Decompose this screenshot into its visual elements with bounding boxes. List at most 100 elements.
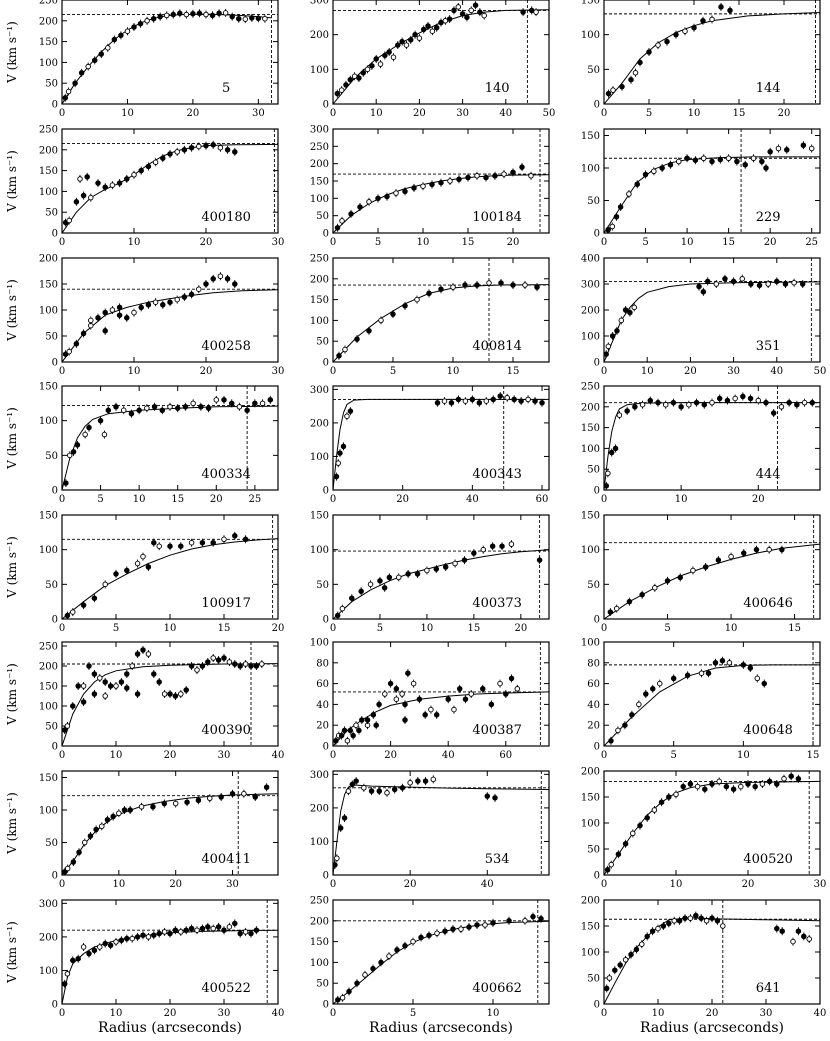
x-tick-label: 20 (164, 1008, 177, 1019)
data-marker (670, 399, 677, 406)
data-point (445, 695, 451, 704)
data-marker (629, 712, 635, 718)
data-marker (619, 83, 625, 90)
data-marker (102, 328, 108, 334)
data-marker (91, 947, 98, 954)
data-point (728, 552, 734, 561)
data-point (167, 402, 173, 411)
data-point (360, 68, 366, 77)
data-marker (492, 173, 498, 179)
data-marker (471, 550, 477, 556)
data-marker (522, 282, 528, 288)
data-point (203, 10, 209, 19)
data-marker (536, 557, 543, 563)
data-marker (102, 184, 108, 190)
data-marker (232, 281, 238, 287)
plot-frame (603, 514, 821, 620)
data-point (118, 936, 125, 945)
y-tick-label: 0 (52, 871, 58, 882)
data-marker (759, 781, 766, 787)
data-point (511, 395, 517, 404)
data-point (118, 678, 125, 686)
data-marker (626, 598, 633, 605)
data-point (134, 559, 141, 568)
data-point (390, 310, 396, 319)
data-point (80, 191, 87, 200)
data-point (626, 190, 632, 198)
y-tick-label: 0 (594, 229, 600, 240)
data-marker (627, 309, 633, 316)
data-marker (636, 701, 642, 708)
data-point (754, 674, 761, 683)
data-point (468, 6, 474, 15)
data-point (213, 395, 220, 404)
plot-area (604, 258, 820, 362)
data-marker (159, 407, 166, 414)
x-tick-label: 20 (706, 1008, 719, 1019)
data-point (242, 15, 249, 24)
data-marker (336, 353, 342, 359)
data-point (402, 187, 408, 196)
data-point (624, 406, 630, 415)
data-marker (195, 797, 202, 804)
data-marker (344, 413, 350, 419)
data-marker (676, 918, 683, 924)
galaxy-id-label: 100184 (472, 210, 522, 225)
x-tick-label: 20 (396, 494, 409, 505)
y-tick-label: 150 (39, 773, 58, 784)
data-marker (754, 675, 761, 682)
x-tick-label: 30 (226, 879, 239, 890)
y-axis-label: V (km s⁻¹) (5, 792, 19, 855)
data-marker (799, 281, 806, 287)
x-tick-label: 20 (778, 108, 791, 119)
data-point (424, 566, 430, 575)
data-marker (725, 155, 732, 161)
data-marker (353, 778, 359, 784)
data-point (80, 329, 87, 338)
data-point (333, 472, 340, 481)
data-marker (692, 157, 699, 163)
data-marker (263, 784, 270, 791)
x-tick-label: 30 (760, 1008, 773, 1019)
data-point (64, 722, 71, 730)
data-marker (105, 45, 111, 51)
data-marker (131, 172, 137, 178)
data-marker (198, 404, 204, 410)
data-point (376, 787, 383, 796)
data-point (102, 580, 108, 589)
data-marker (188, 539, 195, 546)
data-marker (671, 918, 677, 924)
y-tick-label: 300 (310, 125, 329, 136)
data-point (129, 934, 135, 943)
data-marker (124, 567, 130, 574)
data-marker (662, 401, 669, 408)
data-point (366, 326, 372, 335)
data-point (497, 392, 503, 401)
x-axis-label: Radius (arcseconds) (640, 1020, 784, 1036)
data-point (382, 690, 388, 698)
y-tick-label: 100 (310, 837, 329, 848)
data-point (111, 35, 118, 44)
data-marker (370, 712, 377, 718)
data-marker (678, 404, 684, 410)
y-tick-label: 60 (587, 679, 600, 690)
data-marker (416, 696, 423, 702)
data-point (196, 285, 202, 294)
data-marker (64, 723, 71, 729)
data-marker (790, 938, 796, 945)
data-marker (525, 396, 531, 403)
galaxy-id-label: 140 (485, 81, 510, 96)
data-marker (808, 145, 815, 152)
data-marker (539, 400, 545, 406)
y-tick-label: 100 (310, 638, 329, 649)
data-point (615, 850, 622, 859)
data-marker (722, 276, 728, 282)
data-point (767, 147, 773, 156)
data-point (205, 658, 211, 666)
x-tick-label: 40 (499, 108, 512, 119)
data-point (414, 295, 420, 304)
data-marker (637, 822, 643, 829)
data-marker (102, 309, 108, 316)
data-marker (196, 143, 202, 150)
data-point (152, 158, 159, 167)
